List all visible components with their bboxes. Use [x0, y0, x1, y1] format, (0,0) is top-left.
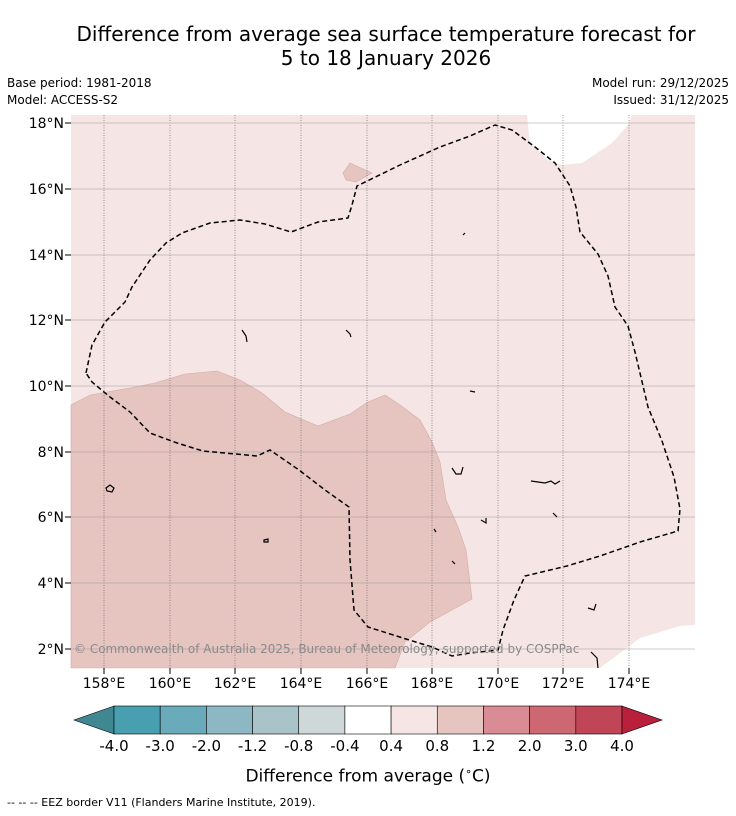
colorbar-tick-label: 1.2: [472, 737, 496, 755]
lon-label: 168°E: [411, 676, 454, 692]
colorbar-tick-label: -0.8: [284, 737, 313, 755]
sst-anomaly-map: 18°N 16°N 14°N 12°N 10°N 8°N 6°N 4°N 2°N…: [29, 115, 695, 692]
anomaly-region-medium: [70, 370, 473, 669]
colorbar-segment: [483, 705, 530, 735]
page-title: Difference from average sea surface temp…: [0, 22, 736, 70]
colorbar-tick-label: -1.2: [238, 737, 267, 755]
colorbar-segment: [390, 705, 438, 735]
model-name: Model: ACCESS-S2: [7, 93, 119, 107]
colorbar-title-text: Difference from average (: [245, 766, 466, 787]
no-data-area-northeast: [527, 115, 632, 165]
model-run: Model run: 29/12/2025: [591, 76, 729, 90]
gridlines: [103, 115, 630, 668]
axis-ticks: [65, 122, 630, 674]
no-data-area-southeast: [600, 625, 695, 668]
colorbar-tick-label: 4.0: [610, 737, 634, 755]
lon-labels: 158°E 160°E 162°E 164°E 166°E 168°E 170°…: [83, 676, 651, 692]
lon-label: 172°E: [542, 676, 585, 692]
lat-label: 18°N: [29, 116, 64, 132]
lat-labels: 18°N 16°N 14°N 12°N 10°N 8°N 6°N 4°N 2°N: [29, 116, 64, 658]
meta-left: Base period: 1981-2018 Model: ACCESS-S2: [7, 75, 152, 109]
colorbar-segment: [159, 705, 207, 735]
colorbar-segments: [73, 705, 663, 735]
colorbar-tick-label: 0.4: [379, 737, 403, 755]
colorbar-tick-label: -2.0: [192, 737, 221, 755]
lat-label: 16°N: [29, 182, 64, 198]
lat-label: 14°N: [29, 248, 64, 264]
copyright-credit: © Commonwealth of Australia 2025, Bureau…: [74, 642, 579, 656]
colorbar-tick-label: 2.0: [518, 737, 542, 755]
eez-border: [85, 124, 681, 657]
lat-label: 6°N: [38, 510, 64, 526]
lat-label: 8°N: [38, 445, 64, 461]
colorbar-tick-label: 0.8: [425, 737, 449, 755]
base-period: Base period: 1981-2018: [7, 76, 152, 90]
lon-label: 166°E: [346, 676, 389, 692]
colorbar-tick-label: 3.0: [564, 737, 588, 755]
colorbar-extend-low: [73, 705, 115, 735]
colorbar-tick-label: -0.4: [330, 737, 359, 755]
colorbar-segment: [298, 705, 346, 735]
lat-label: 10°N: [29, 379, 64, 395]
colorbar-segment: [344, 705, 392, 735]
colorbar-tick-labels: -4.0 -3.0 -2.0 -1.2 -0.8 -0.4 0.4 0.8 1.2 2.0 3.0 4…: [99, 737, 634, 755]
lat-label: 2°N: [38, 642, 64, 658]
title-line-1: Difference from average sea surface temp…: [76, 22, 696, 46]
colorbar-title-unit: C): [472, 766, 491, 787]
colorbar: -4.0 -3.0 -2.0 -1.2 -0.8 -0.4 0.4 0.8 1.2 2.0 3.0 4…: [73, 705, 663, 755]
colorbar-tick-label: -3.0: [146, 737, 175, 755]
colorbar-segment: [575, 705, 623, 735]
colorbar-segment: [529, 705, 577, 735]
islands: [105, 232, 599, 669]
lon-label: 164°E: [280, 676, 323, 692]
colorbar-extend-high: [621, 705, 663, 735]
colorbar-tick-label: -4.0: [99, 737, 128, 755]
colorbar-segment: [206, 705, 253, 735]
eez-legend: -- -- -- EEZ border V11 (Flanders Marine…: [7, 796, 316, 809]
lat-gridlines: [71, 122, 695, 650]
lon-label: 170°E: [477, 676, 520, 692]
colorbar-segment: [113, 705, 161, 735]
lon-label: 174°E: [608, 676, 651, 692]
lon-label: 160°E: [149, 676, 192, 692]
degree-symbol: ∘: [465, 765, 472, 778]
colorbar-title: Difference from average (∘C): [0, 765, 736, 787]
issued-date: Issued: 31/12/2025: [613, 93, 729, 107]
anomaly-patch-north: [342, 162, 373, 183]
title-line-2: 5 to 18 January 2026: [280, 46, 492, 70]
meta-right: Model run: 29/12/2025 Issued: 31/12/2025: [592, 75, 729, 109]
lon-label: 158°E: [83, 676, 126, 692]
colorbar-segment: [436, 705, 484, 735]
colorbar-segment: [252, 705, 300, 735]
lat-label: 12°N: [29, 313, 64, 329]
lat-label: 4°N: [38, 576, 64, 592]
lon-label: 162°E: [214, 676, 257, 692]
